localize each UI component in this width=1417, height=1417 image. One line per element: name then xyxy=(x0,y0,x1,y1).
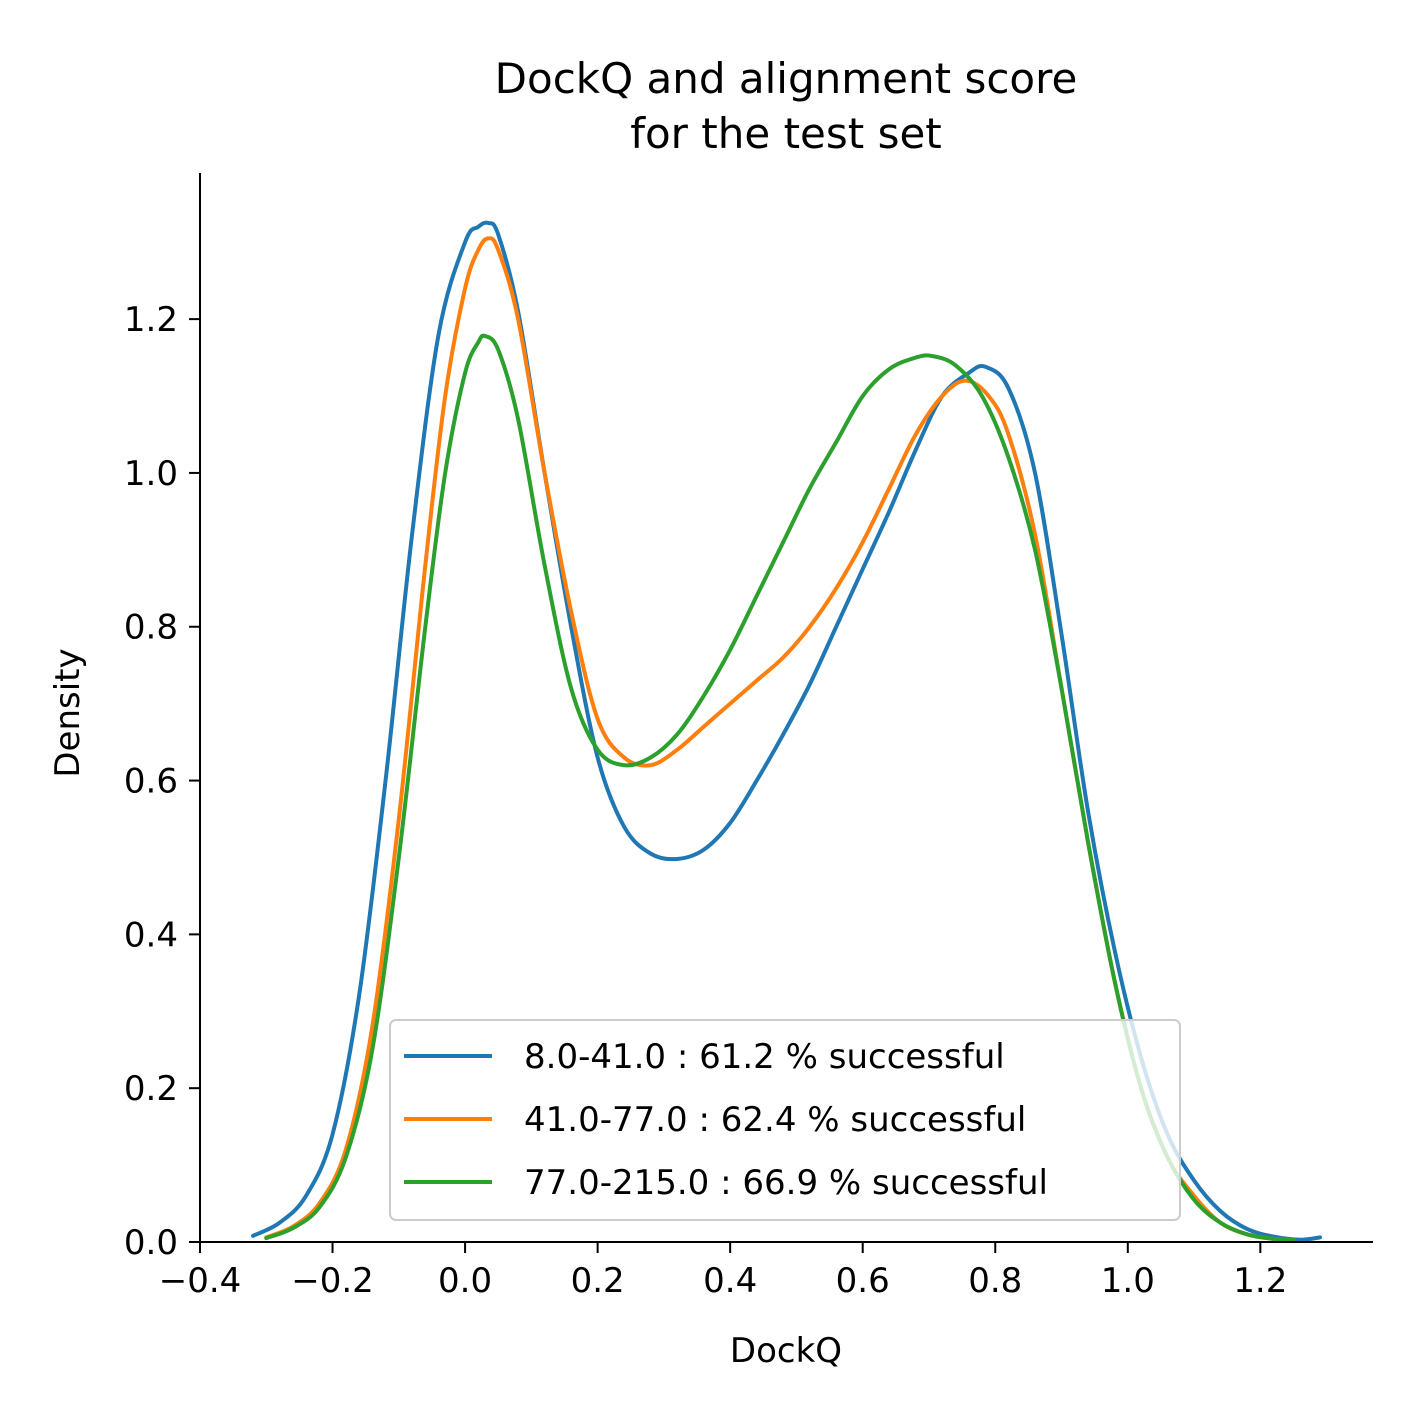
y-tick-label: 0.0 xyxy=(124,1223,178,1263)
series-lines xyxy=(251,220,1322,1242)
x-tick-label: 0.6 xyxy=(836,1261,890,1301)
x-tick-label: 0.8 xyxy=(968,1261,1022,1301)
y-tick-label: 0.4 xyxy=(124,915,178,955)
y-tick-label: 0.6 xyxy=(124,762,178,802)
y-axis-label: Density xyxy=(48,648,88,777)
chart-title-line-1: DockQ and alignment score xyxy=(495,54,1078,103)
legend-label-2: 41.0-77.0 : 62.4 % successful xyxy=(524,1100,1026,1140)
legend-label-3: 77.0-215.0 : 66.9 % successful xyxy=(524,1163,1048,1203)
x-axis-label: DockQ xyxy=(730,1331,842,1371)
series-line-1 xyxy=(251,220,1322,1242)
legend: 8.0-41.0 : 61.2 % successful 41.0-77.0 : … xyxy=(389,1019,1181,1221)
x-tick-label: 1.2 xyxy=(1233,1261,1287,1301)
y-ticks: 0.0 0.2 0.4 0.6 0.8 1.0 1.2 xyxy=(124,300,200,1263)
y-tick-label: 0.8 xyxy=(124,608,178,648)
x-tick-label: 0.0 xyxy=(438,1261,492,1301)
x-tick-label: −0.4 xyxy=(159,1261,242,1301)
x-tick-label: 0.2 xyxy=(571,1261,625,1301)
y-tick-label: 1.2 xyxy=(124,300,178,340)
chart-title-line-2: for the test set xyxy=(630,109,942,158)
x-tick-label: −0.2 xyxy=(291,1261,374,1301)
x-tick-label: 0.4 xyxy=(703,1261,757,1301)
x-tick-label: 1.0 xyxy=(1101,1261,1155,1301)
x-ticks: −0.4 −0.2 0.0 0.2 0.4 0.6 0.8 1.0 1.2 xyxy=(159,1242,1287,1301)
y-tick-label: 0.2 xyxy=(124,1069,178,1109)
y-tick-label: 1.0 xyxy=(124,454,178,494)
legend-label-1: 8.0-41.0 : 61.2 % successful xyxy=(524,1037,1005,1077)
legend-box xyxy=(389,1019,1181,1221)
series-line-3 xyxy=(264,333,1296,1242)
